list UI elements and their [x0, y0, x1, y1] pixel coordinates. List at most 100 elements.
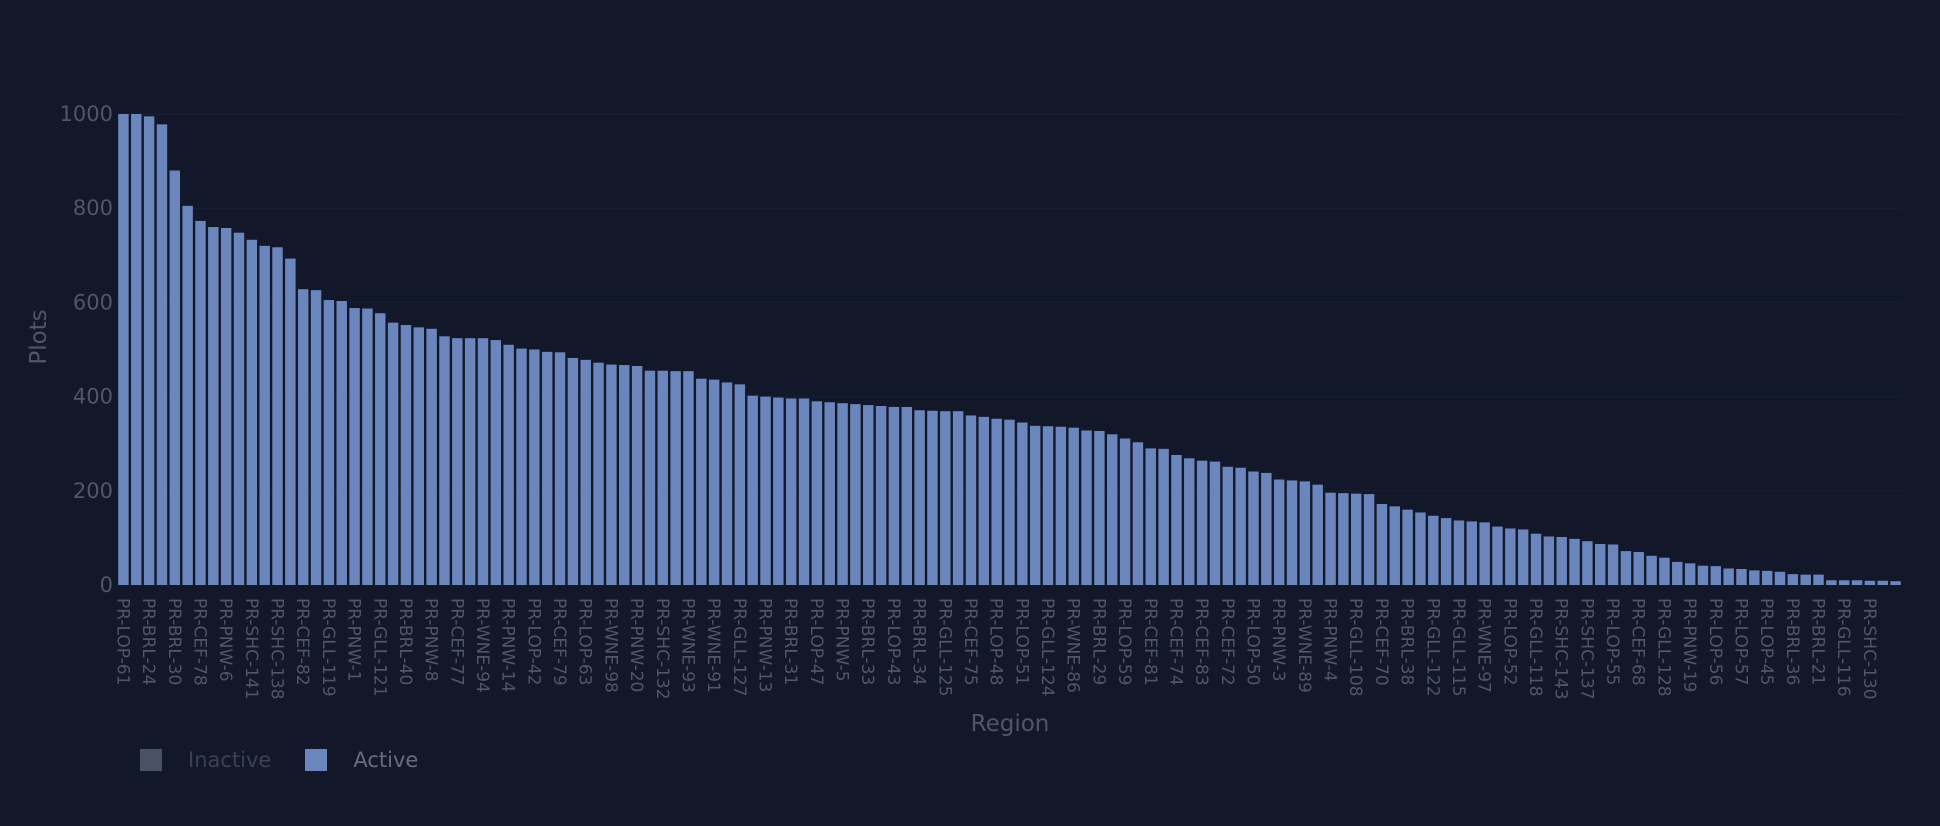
bar — [760, 396, 771, 585]
bar — [1145, 448, 1156, 585]
x-tick-label: PR-PNW-14 — [498, 598, 518, 692]
bar — [1415, 512, 1426, 585]
x-axis-ticks: PR-LOP-61 PR-BRL-24 PR-BRL-30 PR-CEF-78 PR-P… — [112, 598, 1878, 700]
x-tick-label: PR-CEF-82 — [292, 598, 312, 686]
bar — [1273, 479, 1285, 585]
bar — [875, 406, 887, 585]
bar — [1684, 563, 1696, 585]
x-tick-label: PR-CEF-83 — [1191, 598, 1211, 686]
x-tick-label: PR-LOP-51 — [1011, 598, 1031, 685]
x-tick-label: PR-LOP-55 — [1602, 598, 1622, 685]
bar — [837, 403, 848, 585]
bar — [426, 328, 437, 585]
bar — [246, 239, 258, 585]
x-tick-label: PR-SHC-132 — [652, 598, 672, 700]
x-tick-label: PR-LOP-52 — [1499, 598, 1519, 685]
bar — [439, 336, 450, 585]
bar — [824, 402, 835, 585]
x-tick-label: PR-WNE-89 — [1294, 598, 1314, 693]
x-tick-label: PR-GLL-127 — [729, 598, 749, 697]
x-tick-label: PR-GLL-124 — [1037, 598, 1057, 697]
bar — [1800, 574, 1811, 585]
bar — [580, 359, 591, 585]
bar — [773, 397, 784, 585]
bar — [336, 300, 347, 585]
bar — [708, 379, 720, 585]
x-tick-label: PR-BRL-30 — [164, 598, 184, 685]
bar — [1158, 448, 1169, 585]
x-tick-label: PR-LOP-47 — [806, 598, 826, 685]
bar — [1299, 481, 1311, 585]
bar — [1042, 426, 1054, 585]
bar — [1556, 536, 1567, 585]
bar — [1672, 561, 1683, 585]
bar — [349, 308, 360, 585]
bar — [1517, 529, 1529, 585]
bar — [606, 364, 617, 585]
x-tick-label: PR-WNE-93 — [677, 598, 697, 693]
bar — [940, 411, 951, 585]
x-tick-label: PR-LOP-63 — [575, 598, 595, 685]
bar — [567, 357, 579, 585]
bar — [1736, 568, 1747, 585]
bar — [1633, 552, 1644, 585]
bar — [978, 416, 990, 585]
bar — [1826, 580, 1837, 585]
bar — [1029, 425, 1041, 585]
x-tick-label: PR-BRL-31 — [780, 598, 800, 685]
bar — [1004, 419, 1015, 585]
bar — [1659, 557, 1670, 585]
x-tick-label: PR-CEF-75 — [960, 598, 980, 686]
bar — [1890, 581, 1901, 585]
x-tick-label: PR-PNW-5 — [832, 598, 852, 682]
x-tick-label: PR-WNE-94 — [472, 598, 492, 693]
bar — [516, 348, 527, 585]
legend-item-active[interactable]: Active — [305, 748, 418, 772]
bar — [1107, 434, 1118, 585]
bar — [631, 365, 643, 585]
legend-swatch-active — [305, 749, 328, 771]
legend: Inactive Active — [140, 748, 452, 772]
x-tick-label: PR-CEF-72 — [1217, 598, 1237, 686]
x-tick-label: PR-SHC-141 — [241, 598, 261, 700]
bar — [1453, 520, 1465, 585]
bar — [811, 401, 823, 585]
bar — [1492, 526, 1503, 585]
bar — [696, 378, 707, 585]
x-tick-label: PR-WNE-98 — [600, 598, 620, 693]
bar — [1235, 467, 1246, 585]
y-tick-label: 400 — [73, 385, 113, 409]
bar — [1607, 544, 1619, 585]
bar — [1081, 430, 1092, 585]
x-tick-label: PR-LOP-42 — [523, 598, 543, 685]
legend-item-inactive[interactable]: Inactive — [140, 748, 271, 772]
x-tick-label: PR-BRL-33 — [857, 598, 877, 685]
bar — [1402, 509, 1413, 585]
y-tick-label: 1000 — [60, 102, 113, 126]
x-tick-label: PR-CEF-77 — [446, 598, 466, 686]
x-tick-label: PR-SHC-138 — [267, 598, 287, 700]
bar — [1530, 533, 1542, 585]
bar — [1505, 528, 1516, 585]
bar — [1787, 574, 1799, 585]
x-tick-label: PR-PNW-8 — [421, 598, 441, 682]
bar — [1261, 472, 1272, 585]
bar — [182, 205, 193, 585]
x-tick-label: PR-LOP-59 — [1114, 598, 1134, 685]
bar — [1376, 503, 1388, 585]
bar — [1363, 494, 1375, 585]
x-tick-label: PR-PNW-3 — [1268, 598, 1288, 682]
bars — [118, 114, 1901, 586]
bar — [1646, 555, 1657, 585]
y-tick-label: 0 — [100, 573, 113, 597]
bar — [863, 405, 874, 585]
bar — [1389, 506, 1400, 585]
bar — [1774, 571, 1786, 585]
bar — [952, 411, 964, 585]
bar — [1351, 493, 1362, 585]
bar — [413, 327, 425, 585]
bar — [1749, 570, 1760, 585]
bar — [310, 290, 322, 585]
x-tick-label: PR-LOP-57 — [1730, 598, 1750, 685]
